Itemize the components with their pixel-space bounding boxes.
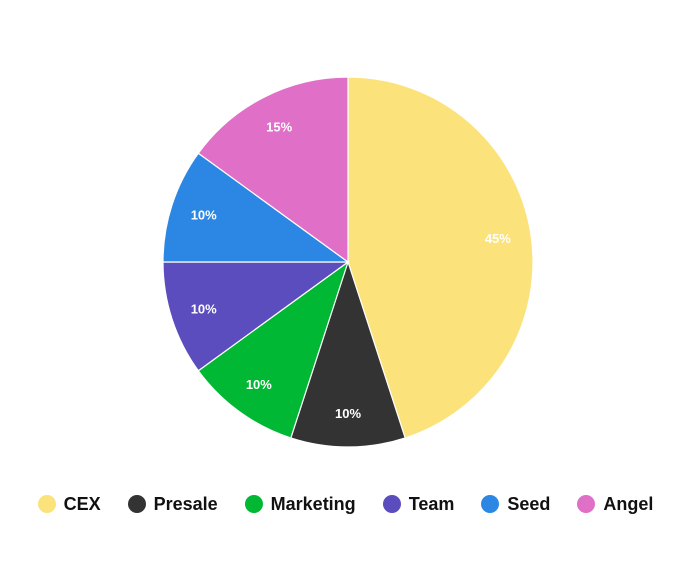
legend-label-presale: Presale (153, 493, 218, 514)
legend-item-marketing[interactable]: Marketing (244, 493, 356, 515)
pie-slice-team[interactable] (162, 261, 350, 372)
legend-label-seed: Seed (507, 493, 551, 514)
pie-slice-presale[interactable] (290, 260, 406, 448)
legend-swatch-team (382, 495, 401, 513)
legend-swatch-cex (37, 495, 56, 513)
slice-label-angel: 15% (266, 119, 292, 134)
legend-label-marketing: Marketing (270, 493, 356, 514)
legend-swatch-seed (481, 495, 500, 513)
slice-label-seed: 10% (191, 208, 217, 223)
legend-item-seed[interactable]: Seed (481, 494, 550, 515)
legend-swatch-angel (577, 495, 596, 513)
pie-slice-angel[interactable] (197, 76, 349, 264)
slice-label-presale: 10% (335, 406, 361, 421)
legend-label-angel: Angel (603, 493, 654, 514)
pie-slice-seed[interactable] (162, 152, 350, 263)
slice-label-marketing: 10% (246, 377, 272, 392)
chart-legend: CEX Presale Marketing Team Seed Angel (0, 490, 691, 518)
slice-label-team: 10% (191, 301, 217, 316)
slice-label-cex: 45% (485, 231, 511, 246)
pie-chart: 45% 10% 10% 10% 10% 15% (162, 76, 534, 448)
legend-swatch-presale (127, 495, 146, 513)
legend-item-presale[interactable]: Presale (127, 493, 218, 515)
legend-label-cex: CEX (63, 493, 101, 514)
pie-slice-cex[interactable] (347, 76, 534, 439)
legend-item-team[interactable]: Team (382, 493, 455, 515)
pie-slice-marketing[interactable] (197, 260, 350, 439)
legend-swatch-marketing (244, 495, 263, 513)
legend-item-cex[interactable]: CEX (37, 493, 101, 515)
legend-item-angel[interactable]: Angel (577, 494, 653, 515)
legend-label-team: Team (408, 493, 455, 514)
